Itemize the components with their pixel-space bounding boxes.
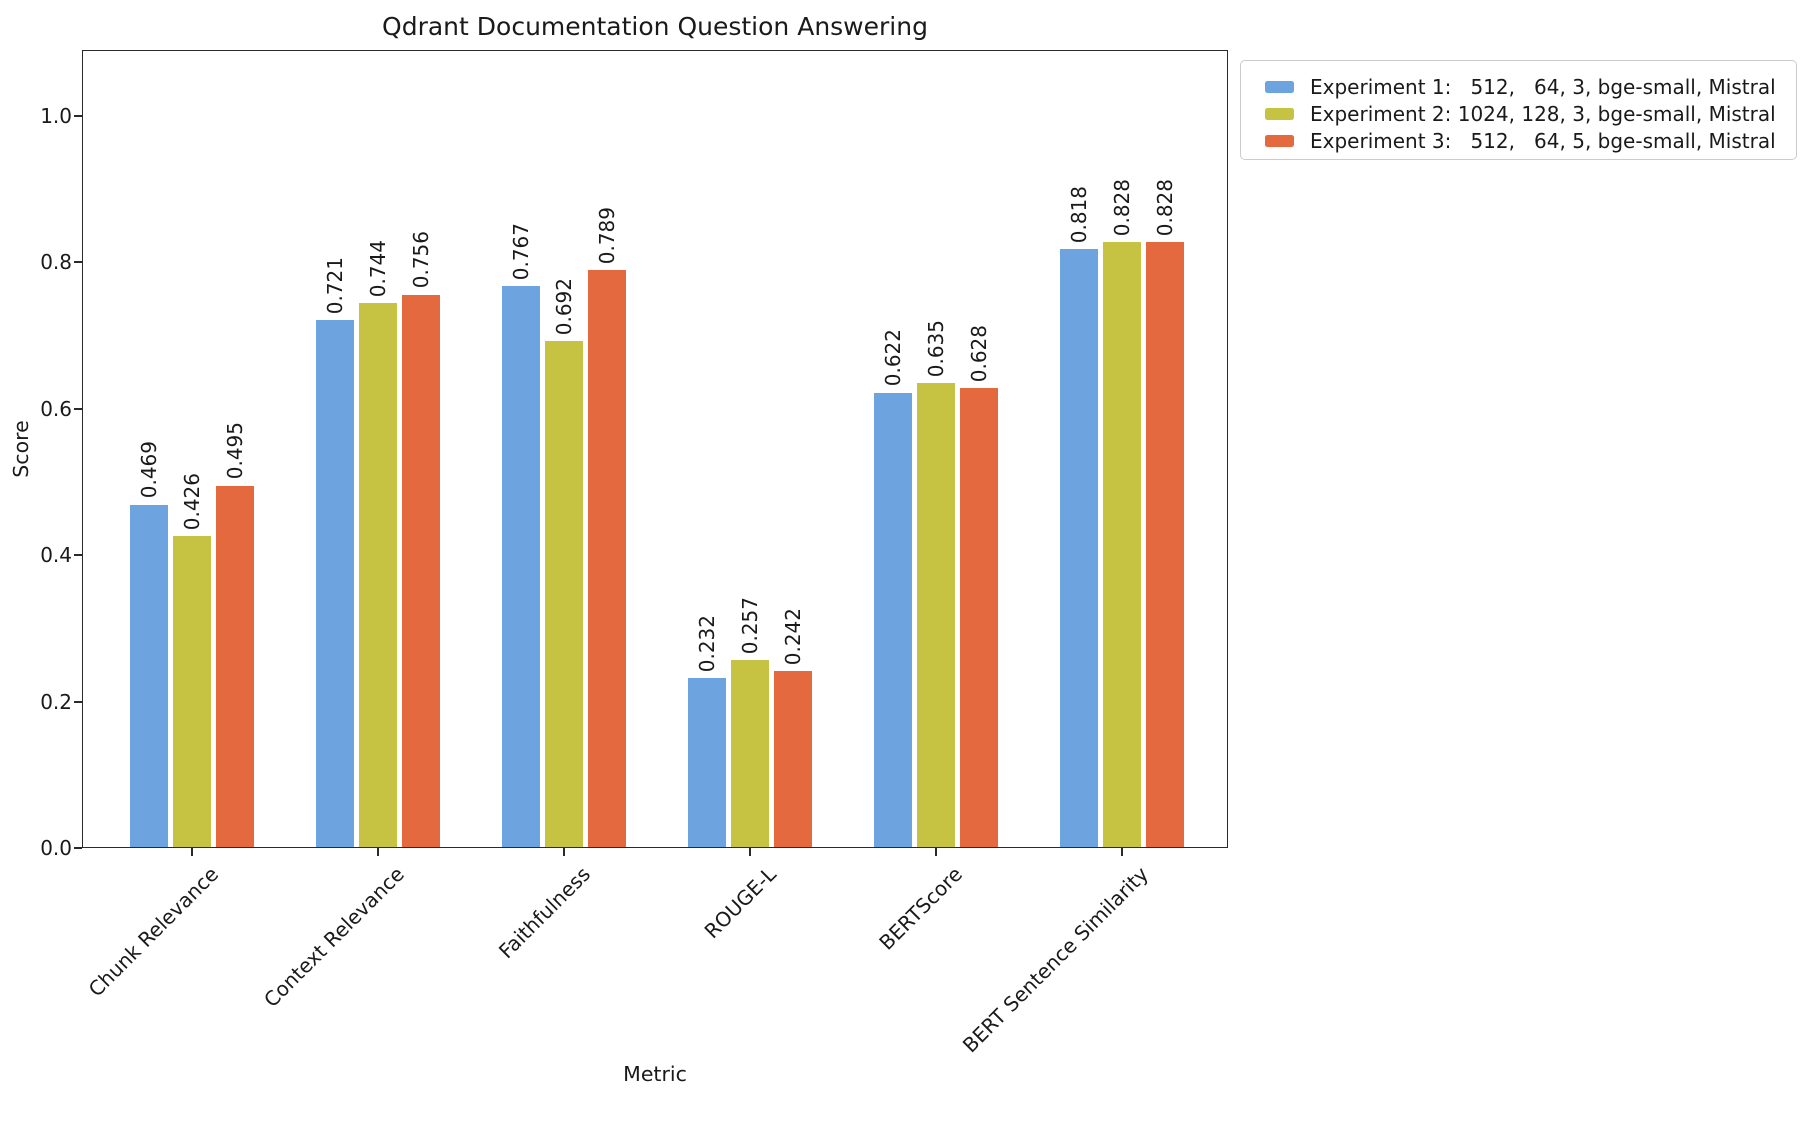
bar	[917, 383, 955, 848]
bar	[545, 341, 583, 848]
x-tick-label: ROUGE-L	[699, 862, 781, 944]
bar	[316, 320, 354, 848]
bar	[731, 659, 769, 848]
x-tick-label: Chunk Relevance	[83, 862, 223, 1002]
legend-swatch	[1265, 80, 1294, 93]
y-tick-label: 0.0	[40, 836, 72, 860]
x-tick-mark	[191, 848, 193, 856]
y-tick-mark	[74, 261, 82, 264]
legend-item: Experiment 3: 512, 64, 5, bge-small, Mis…	[1265, 127, 1796, 154]
y-tick-label: 1.0	[40, 103, 72, 128]
bar	[216, 485, 254, 848]
plot-frame	[82, 50, 1228, 848]
chart-title: Qdrant Documentation Question Answering	[382, 12, 928, 41]
bar	[774, 670, 812, 848]
bar	[1146, 241, 1184, 848]
y-tick-mark	[74, 847, 82, 849]
bar	[402, 294, 440, 848]
legend: Experiment 1: 512, 64, 3, bge-small, Mis…	[1240, 60, 1797, 160]
bar	[359, 303, 397, 848]
bar	[588, 270, 626, 848]
x-tick-label: BERT Sentence Similarity	[957, 862, 1153, 1058]
legend-item: Experiment 2: 1024, 128, 3, bge-small, M…	[1265, 100, 1796, 127]
y-tick-label: 0.6	[40, 396, 72, 421]
bar	[130, 504, 168, 848]
y-tick-label: 0.2	[40, 689, 72, 714]
y-tick-mark	[74, 114, 82, 117]
bar	[1060, 249, 1098, 848]
x-tick-mark	[935, 848, 937, 856]
y-tick-mark	[74, 407, 82, 410]
bar	[960, 388, 998, 848]
y-tick-mark	[74, 554, 82, 557]
legend-item: Experiment 1: 512, 64, 3, bge-small, Mis…	[1265, 73, 1796, 100]
x-tick-mark	[749, 848, 751, 856]
y-tick-label: 0.8	[40, 250, 72, 275]
y-axis-label: Score	[9, 420, 33, 478]
x-tick-label: Faithfulness	[493, 862, 595, 964]
bar	[173, 536, 211, 848]
bar	[688, 678, 726, 848]
legend-swatch	[1265, 134, 1294, 147]
y-tick-mark	[74, 700, 82, 703]
x-tick-mark	[1121, 848, 1123, 856]
legend-label: Experiment 2: 1024, 128, 3, bge-small, M…	[1310, 101, 1776, 126]
bar	[874, 392, 912, 848]
bar	[1103, 241, 1141, 848]
x-tick-label: BERTScore	[874, 862, 967, 955]
x-tick-label: Context Relevance	[259, 862, 409, 1012]
legend-label: Experiment 3: 512, 64, 5, bge-small, Mis…	[1310, 128, 1776, 153]
x-axis-label: Metric	[623, 1062, 687, 1086]
legend-swatch	[1265, 107, 1294, 120]
plot-area: 0.469 0.426 0.495 0.721 0.744 0.756 0.767 0.692…	[82, 50, 1228, 848]
x-tick-mark	[563, 848, 565, 856]
y-tick-label: 0.4	[40, 543, 72, 568]
legend-label: Experiment 1: 512, 64, 3, bge-small, Mis…	[1310, 74, 1776, 99]
x-tick-mark	[377, 848, 379, 856]
bar	[502, 286, 540, 848]
